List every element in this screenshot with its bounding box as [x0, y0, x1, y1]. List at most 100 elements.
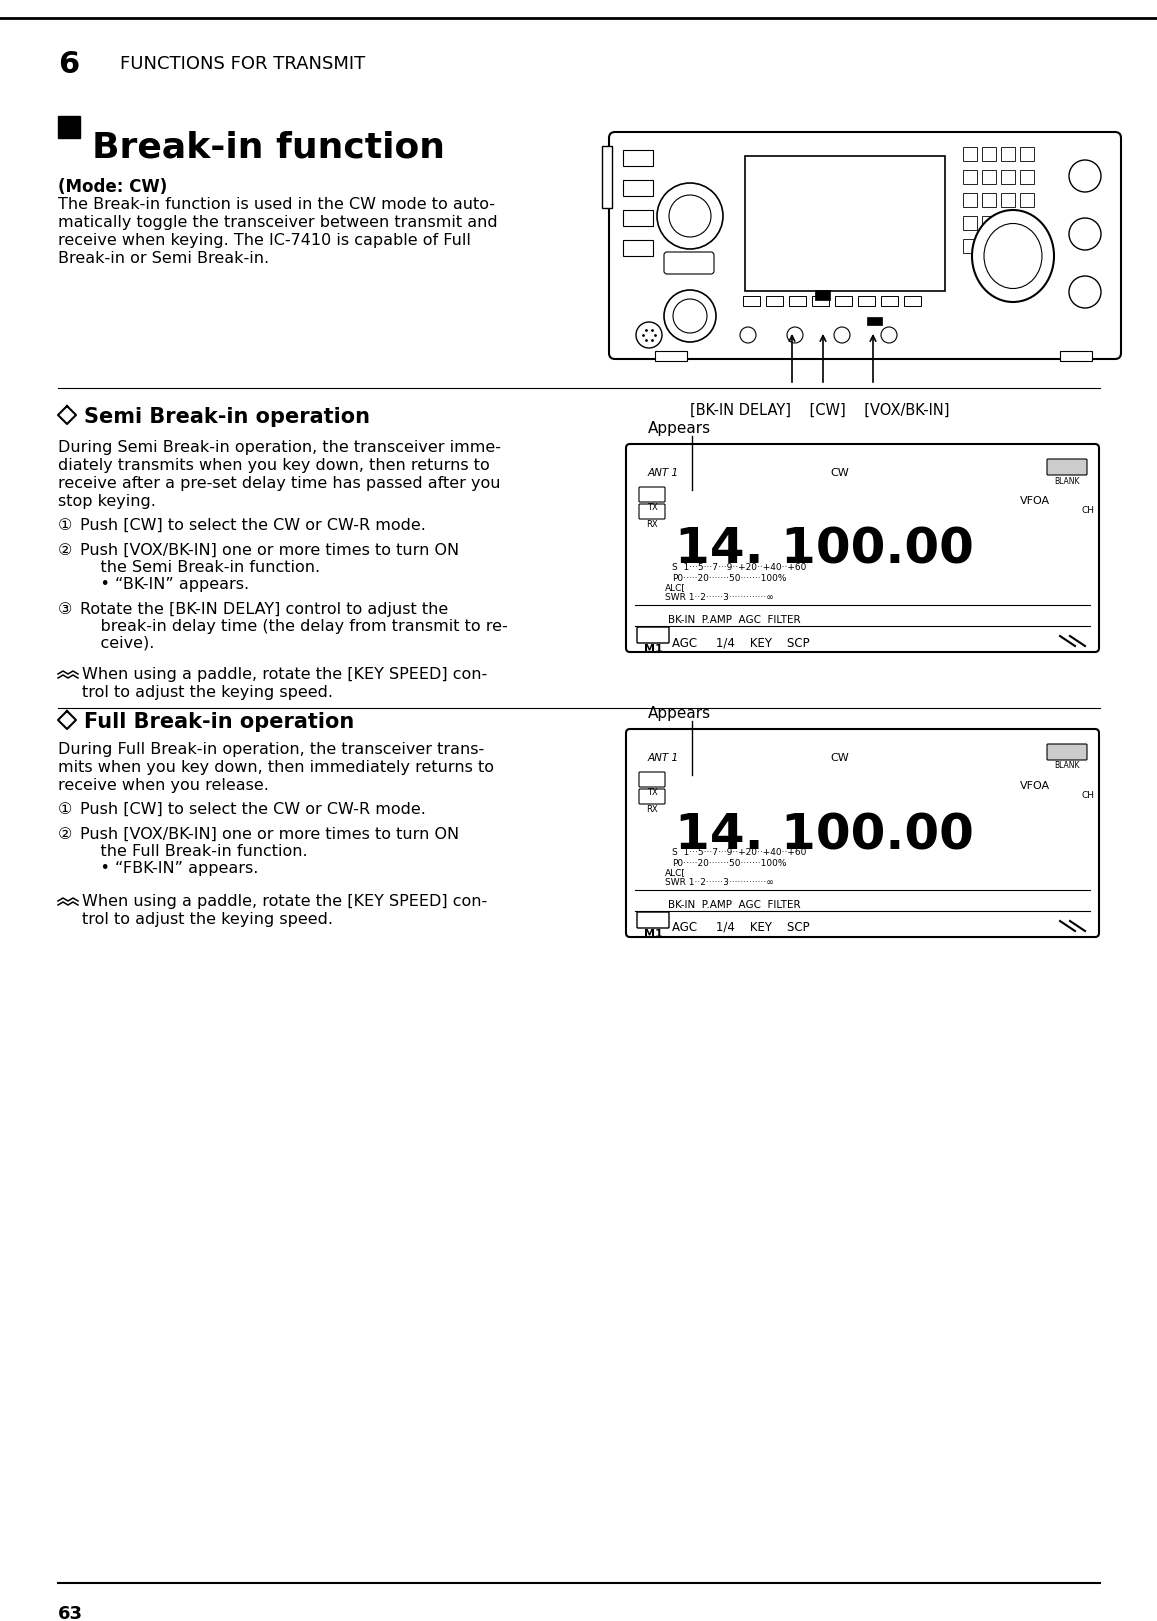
Bar	[963, 170, 977, 185]
Text: Push [CW] to select the CW or CW-R mode.: Push [CW] to select the CW or CW-R mode.	[80, 802, 426, 817]
Text: M1: M1	[643, 644, 662, 653]
Text: ANT 1: ANT 1	[648, 468, 679, 478]
Bar	[1020, 193, 1034, 207]
Text: Appears: Appears	[648, 421, 712, 436]
Circle shape	[1069, 276, 1101, 308]
Text: BLANK: BLANK	[1054, 477, 1079, 486]
Text: 14. 100.00: 14. 100.00	[675, 810, 974, 859]
Text: BK-IN  P.AMP  AGC  FILTER: BK-IN P.AMP AGC FILTER	[668, 900, 801, 909]
Circle shape	[673, 298, 707, 332]
Text: the Semi Break-in function.: the Semi Break-in function.	[80, 559, 320, 575]
Text: ceive).: ceive).	[80, 635, 154, 652]
Text: VFOA: VFOA	[1020, 781, 1051, 791]
Bar	[982, 148, 996, 160]
Text: CH: CH	[1082, 791, 1095, 801]
Bar	[880, 297, 898, 306]
Text: P0·····20·······50·······100%: P0·····20·······50·······100%	[672, 574, 787, 584]
Circle shape	[787, 327, 803, 344]
Text: P0·····20·······50·······100%: P0·····20·······50·······100%	[672, 859, 787, 867]
FancyBboxPatch shape	[1047, 459, 1086, 475]
Bar	[982, 170, 996, 185]
Bar	[655, 352, 687, 361]
Text: SWR 1··2······3·············∞: SWR 1··2······3·············∞	[665, 879, 774, 887]
Text: break-in delay time (the delay from transmit to re-: break-in delay time (the delay from tran…	[80, 619, 508, 634]
Text: Break-in or Semi Break-in.: Break-in or Semi Break-in.	[58, 251, 270, 266]
Circle shape	[834, 327, 850, 344]
Bar	[622, 151, 653, 165]
Text: 14. 100.00: 14. 100.00	[675, 525, 974, 574]
Text: CW: CW	[830, 468, 849, 478]
Text: ①: ①	[58, 802, 73, 817]
Bar	[1001, 238, 1015, 253]
Text: trol to adjust the keying speed.: trol to adjust the keying speed.	[82, 686, 333, 700]
Text: During Semi Break-in operation, the transceiver imme-: During Semi Break-in operation, the tran…	[58, 439, 501, 456]
Text: Break-in function: Break-in function	[93, 131, 445, 165]
Text: matically toggle the transceiver between transmit and: matically toggle the transceiver between…	[58, 216, 498, 230]
Bar	[867, 318, 882, 324]
Text: ②: ②	[58, 827, 73, 841]
Text: ①: ①	[58, 519, 73, 533]
FancyBboxPatch shape	[639, 789, 665, 804]
Circle shape	[740, 327, 756, 344]
Text: receive when you release.: receive when you release.	[58, 778, 268, 793]
Text: CW: CW	[830, 754, 849, 763]
Bar	[858, 297, 875, 306]
Text: During Full Break-in operation, the transceiver trans-: During Full Break-in operation, the tran…	[58, 742, 485, 757]
Ellipse shape	[983, 224, 1042, 289]
Text: Rotate the [BK-IN DELAY] control to adjust the: Rotate the [BK-IN DELAY] control to adju…	[80, 601, 448, 618]
Bar	[622, 211, 653, 225]
Text: (Mode: CW): (Mode: CW)	[58, 178, 168, 196]
Text: Push [CW] to select the CW or CW-R mode.: Push [CW] to select the CW or CW-R mode.	[80, 519, 426, 533]
FancyBboxPatch shape	[1047, 744, 1086, 760]
Bar	[963, 216, 977, 230]
Bar	[982, 216, 996, 230]
FancyBboxPatch shape	[664, 251, 714, 274]
Bar	[1020, 216, 1034, 230]
Text: Push [VOX/BK-IN] one or more times to turn ON: Push [VOX/BK-IN] one or more times to tu…	[80, 543, 459, 558]
Text: BK-IN  P.AMP  AGC  FILTER: BK-IN P.AMP AGC FILTER	[668, 614, 801, 626]
Bar	[815, 290, 830, 300]
Circle shape	[664, 290, 716, 342]
Text: stop keying.: stop keying.	[58, 494, 156, 509]
FancyBboxPatch shape	[639, 772, 665, 788]
FancyBboxPatch shape	[638, 627, 669, 644]
Text: VFOA: VFOA	[1020, 496, 1051, 506]
Text: receive after a pre-set delay time has passed after you: receive after a pre-set delay time has p…	[58, 477, 501, 491]
Text: ②: ②	[58, 543, 73, 558]
Text: ALC[: ALC[	[665, 867, 686, 877]
Text: M1: M1	[643, 929, 662, 939]
Bar	[812, 297, 830, 306]
Text: ANT 1: ANT 1	[648, 754, 679, 763]
Bar	[835, 297, 852, 306]
Bar	[1001, 216, 1015, 230]
Text: • “BK-IN” appears.: • “BK-IN” appears.	[80, 577, 249, 592]
Text: SWR 1··2······3·············∞: SWR 1··2······3·············∞	[665, 593, 774, 601]
Bar	[743, 297, 760, 306]
Text: FUNCTIONS FOR TRANSMIT: FUNCTIONS FOR TRANSMIT	[120, 55, 366, 73]
Bar	[1001, 148, 1015, 160]
Text: BLANK: BLANK	[1054, 762, 1079, 770]
Text: S  1···5···7···9··+20··+40··+60: S 1···5···7···9··+20··+40··+60	[672, 848, 806, 858]
Text: ③: ③	[58, 601, 73, 618]
Bar	[745, 156, 945, 292]
Text: TX: TX	[647, 503, 657, 512]
Text: 6: 6	[58, 50, 79, 79]
Text: RX: RX	[647, 806, 658, 814]
Circle shape	[880, 327, 897, 344]
Bar	[1001, 170, 1015, 185]
Text: Appears: Appears	[648, 707, 712, 721]
Text: Push [VOX/BK-IN] one or more times to turn ON: Push [VOX/BK-IN] one or more times to tu…	[80, 827, 459, 841]
Bar	[1001, 193, 1015, 207]
Text: When using a paddle, rotate the [KEY SPEED] con-: When using a paddle, rotate the [KEY SPE…	[82, 895, 487, 909]
Text: RX: RX	[647, 520, 658, 528]
Bar	[766, 297, 783, 306]
Bar	[622, 180, 653, 196]
FancyBboxPatch shape	[639, 504, 665, 519]
Circle shape	[1069, 160, 1101, 191]
Bar	[982, 193, 996, 207]
FancyBboxPatch shape	[626, 729, 1099, 937]
Text: mits when you key down, then immediately returns to: mits when you key down, then immediately…	[58, 760, 494, 775]
Text: • “FBK-IN” appears.: • “FBK-IN” appears.	[80, 861, 258, 875]
Text: diately transmits when you key down, then returns to: diately transmits when you key down, the…	[58, 459, 489, 473]
Text: receive when keying. The IC-7410 is capable of Full: receive when keying. The IC-7410 is capa…	[58, 233, 471, 248]
